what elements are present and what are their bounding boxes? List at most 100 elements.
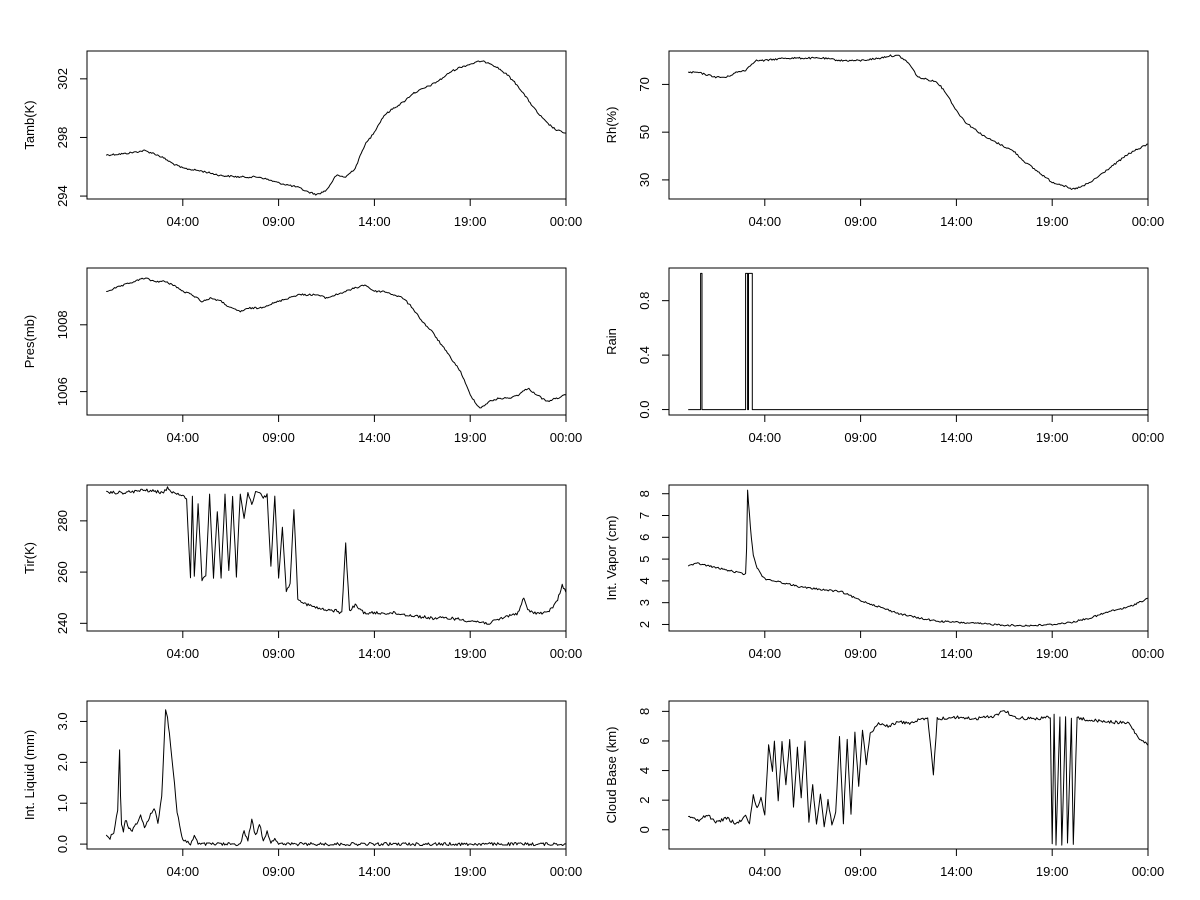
y-tick-label: 1008	[55, 310, 70, 339]
x-tick-label: 00:00	[550, 430, 583, 445]
y-tick-label: 3	[637, 599, 652, 606]
x-tick-label: 00:00	[1132, 214, 1165, 229]
x-tick-label: 14:00	[940, 864, 973, 879]
y-tick-label: 2	[637, 621, 652, 628]
x-tick-label: 04:00	[749, 214, 782, 229]
y-tick-label: 280	[55, 510, 70, 532]
y-tick-label: 0.4	[637, 346, 652, 364]
y-tick-label: 70	[637, 77, 652, 91]
plot-frame	[86, 267, 567, 416]
y-tick-label: 50	[637, 125, 652, 139]
series-line	[105, 709, 567, 847]
y-tick-label: 8	[637, 490, 652, 497]
x-tick-label: 04:00	[749, 864, 782, 879]
x-tick-label: 04:00	[749, 430, 782, 445]
x-tick-label: 19:00	[454, 214, 487, 229]
x-tick-label: 04:00	[749, 646, 782, 661]
x-tick-label: 19:00	[454, 864, 487, 879]
x-tick-label: 14:00	[940, 646, 973, 661]
chart-panel-7: 04:00 09:00 14:00 19:00 00:00 0.0 1.0 2.0 3.0 Int…	[22, 700, 583, 879]
x-tick-label: 14:00	[358, 864, 391, 879]
series-line	[106, 486, 567, 625]
x-tick-label: 00:00	[550, 646, 583, 661]
chart-panel-1: 04:00 09:00 14:00 19:00 00:00 294 298 302 Tamb(K…	[22, 50, 583, 229]
chart-panel-3: 04:00 09:00 14:00 19:00 00:00 1006 1008 Pres(mb…	[22, 267, 583, 445]
x-tick-label: 00:00	[550, 214, 583, 229]
y-tick-label: 1006	[55, 377, 70, 406]
x-tick-label: 09:00	[844, 214, 877, 229]
y-tick-label: 0.8	[637, 292, 652, 310]
plot-frame	[668, 484, 1149, 632]
x-tick-label: 00:00	[1132, 646, 1165, 661]
x-tick-label: 14:00	[358, 214, 391, 229]
y-axis-label: Tamb(K)	[22, 100, 37, 149]
y-tick-label: 2.0	[55, 753, 70, 771]
series-line	[106, 277, 567, 409]
y-tick-label: 7	[637, 512, 652, 519]
y-axis-label: Int. Vapor (cm)	[604, 515, 619, 600]
y-tick-label: 240	[55, 612, 70, 634]
x-tick-label: 09:00	[262, 214, 295, 229]
y-tick-label: 1.0	[55, 794, 70, 812]
y-tick-label: 0.0	[637, 401, 652, 419]
y-tick-label: 5	[637, 555, 652, 562]
plot-frame	[668, 267, 1149, 416]
y-tick-label: 6	[637, 534, 652, 541]
y-axis-label: Rain	[604, 328, 619, 355]
y-tick-label: 30	[637, 173, 652, 187]
y-tick-label: 0	[637, 826, 652, 833]
x-tick-label: 09:00	[844, 646, 877, 661]
plot-frame	[86, 700, 567, 850]
y-axis-label: Int. Liquid (mm)	[22, 730, 37, 820]
chart-panel-5: 04:00 09:00 14:00 19:00 00:00 240 260 280 Tir(K)	[22, 484, 583, 661]
y-tick-label: 6	[637, 737, 652, 744]
x-tick-label: 09:00	[844, 864, 877, 879]
series-line	[688, 272, 1148, 411]
x-tick-label: 19:00	[454, 430, 487, 445]
plot-frame	[668, 50, 1149, 200]
x-tick-label: 19:00	[1036, 646, 1069, 661]
x-tick-label: 14:00	[358, 646, 391, 661]
plot-frame	[668, 700, 1149, 850]
series-line	[687, 489, 1149, 627]
x-tick-label: 00:00	[1132, 864, 1165, 879]
y-axis-label: Cloud Base (km)	[604, 727, 619, 824]
y-tick-label: 298	[55, 127, 70, 149]
x-tick-label: 14:00	[940, 214, 973, 229]
y-tick-label: 8	[637, 708, 652, 715]
x-tick-label: 04:00	[167, 430, 200, 445]
x-tick-label: 00:00	[550, 864, 583, 879]
x-tick-label: 19:00	[1036, 214, 1069, 229]
x-tick-label: 04:00	[167, 864, 200, 879]
x-tick-label: 09:00	[262, 430, 295, 445]
plot-frame	[86, 484, 567, 632]
chart-panel-6: 04:00 09:00 14:00 19:00 00:00 2 3 4 5 6 7 8 Int. Vap…	[604, 484, 1165, 661]
y-axis-label: Rh(%)	[604, 107, 619, 144]
y-tick-label: 4	[637, 577, 652, 584]
y-tick-label: 260	[55, 561, 70, 583]
chart-panel-8: 04:00 09:00 14:00 19:00 00:00 0 2 4 6 8 Cloud Base…	[604, 700, 1165, 879]
series-line	[688, 710, 1149, 846]
x-tick-label: 14:00	[940, 430, 973, 445]
x-tick-label: 00:00	[1132, 430, 1165, 445]
chart-panel-4: 04:00 09:00 14:00 19:00 00:00 0.0 0.4 0.8 Rain	[604, 267, 1165, 445]
y-axis-label: Tir(K)	[22, 542, 37, 574]
y-tick-label: 302	[55, 68, 70, 90]
x-tick-label: 09:00	[262, 646, 295, 661]
y-tick-label: 294	[55, 185, 70, 207]
y-tick-label: 4	[637, 767, 652, 774]
x-tick-label: 04:00	[167, 646, 200, 661]
x-tick-label: 09:00	[262, 864, 295, 879]
chart-panel-2: 04:00 09:00 14:00 19:00 00:00 30 50 70 Rh(%)	[604, 50, 1165, 229]
x-tick-label: 14:00	[358, 430, 391, 445]
x-tick-label: 19:00	[1036, 864, 1069, 879]
x-tick-label: 19:00	[1036, 430, 1069, 445]
y-axis-label: Pres(mb)	[22, 315, 37, 368]
plot-frame	[86, 50, 567, 200]
x-tick-label: 19:00	[454, 646, 487, 661]
series-line	[688, 54, 1148, 190]
y-tick-label: 0.0	[55, 835, 70, 853]
y-tick-label: 2	[637, 797, 652, 804]
x-tick-label: 09:00	[844, 430, 877, 445]
